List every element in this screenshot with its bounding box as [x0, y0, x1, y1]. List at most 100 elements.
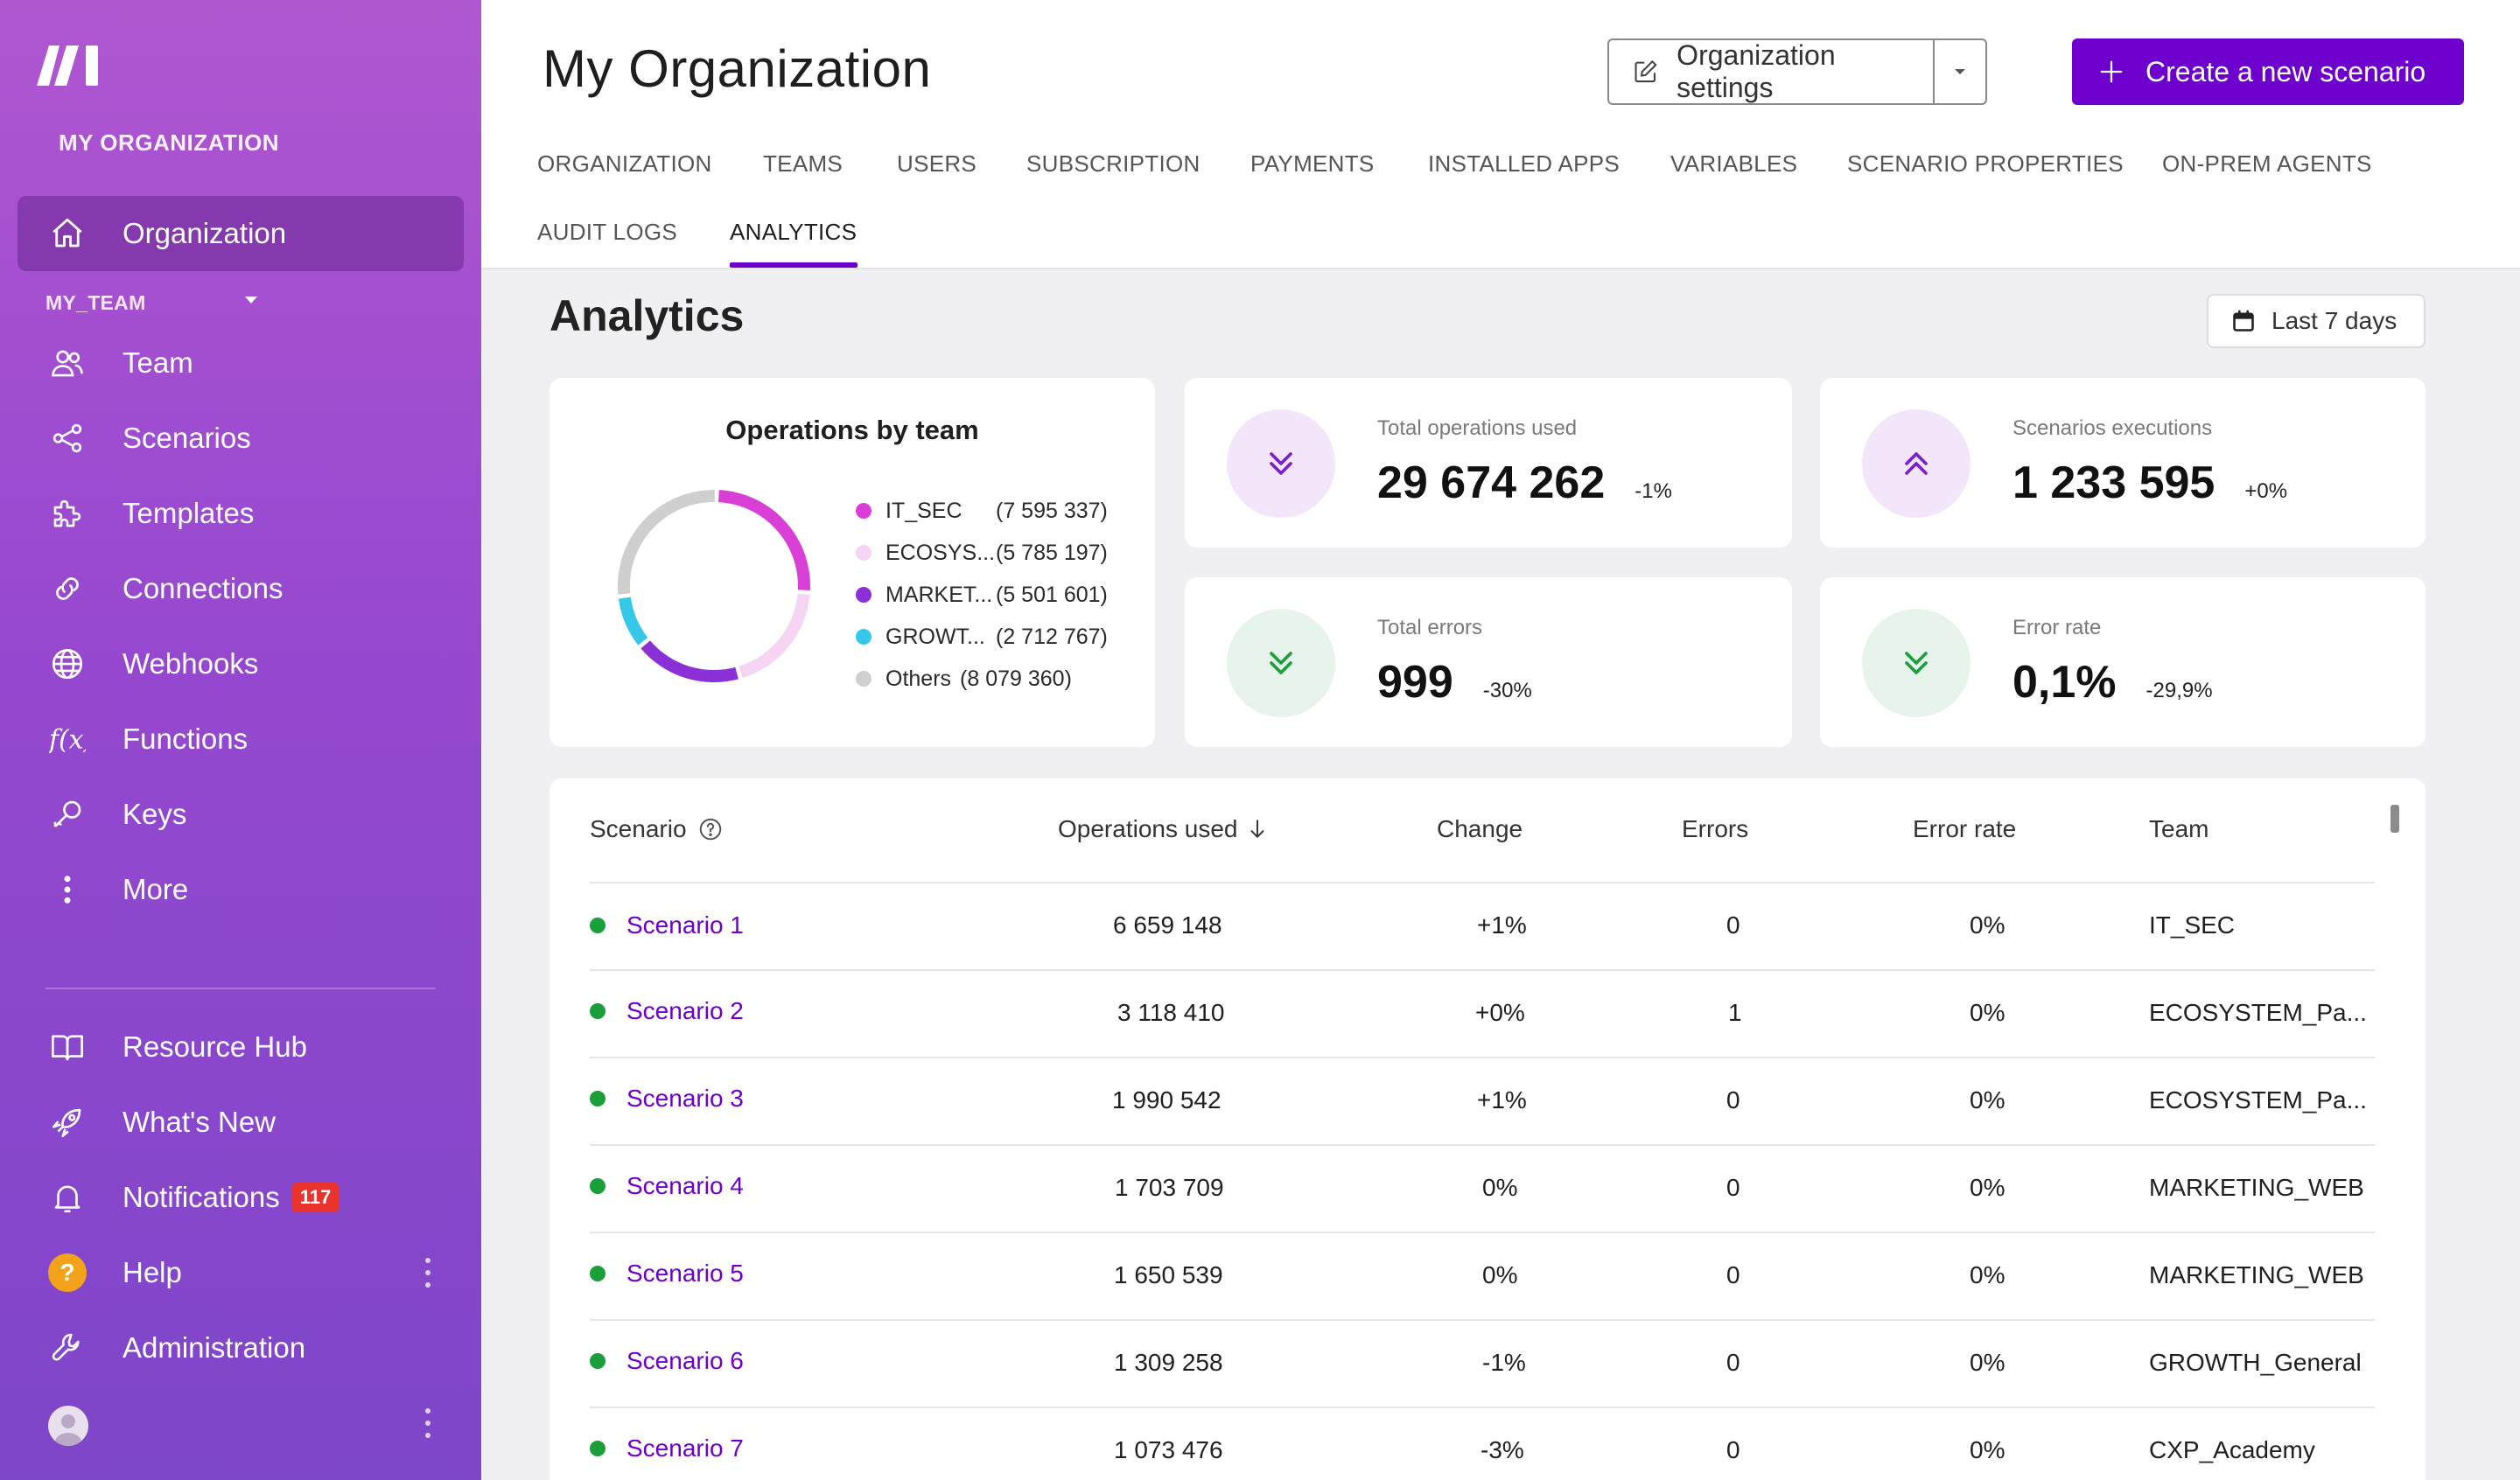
- errors-cell: 0: [1726, 1349, 1740, 1376]
- organization-settings-dropdown[interactable]: [1935, 66, 1985, 77]
- column-header-change[interactable]: Change: [1437, 815, 1522, 843]
- caret-down-icon[interactable]: [243, 294, 259, 306]
- tab-payments[interactable]: PAYMENTS: [1250, 150, 1375, 177]
- create-scenario-button[interactable]: Create a new scenario: [2072, 38, 2464, 105]
- sidebar-item-resource-hub[interactable]: Resource Hub: [18, 1009, 464, 1085]
- column-header-error-rate[interactable]: Error rate: [1913, 815, 2016, 843]
- status-active-icon: [590, 1003, 606, 1019]
- sidebar-item-scenarios[interactable]: Scenarios: [18, 401, 464, 476]
- legend-item-it-sec[interactable]: IT_SEC (7 595 337): [856, 490, 1108, 532]
- active-tab-indicator: [730, 262, 858, 268]
- help-circle-icon[interactable]: [697, 816, 724, 842]
- organization-settings-button[interactable]: Organization settings: [1609, 39, 1935, 103]
- sidebar-item-keys[interactable]: Keys: [18, 777, 464, 852]
- header-divider: [590, 882, 2375, 883]
- account-more-options-icon[interactable]: [424, 1408, 432, 1438]
- column-header-team[interactable]: Team: [2149, 815, 2208, 843]
- legend-item-marketing[interactable]: MARKET... (5 501 601): [856, 574, 1108, 616]
- sidebar-item-organization[interactable]: Organization: [18, 196, 464, 271]
- status-active-icon: [590, 1178, 606, 1194]
- kpi-value: 999 -30%: [1377, 656, 1532, 709]
- team-selector-label[interactable]: MY_TEAM: [46, 291, 146, 314]
- sidebar-item-help[interactable]: ? Help: [18, 1235, 464, 1310]
- column-header-scenario[interactable]: Scenario: [590, 815, 724, 843]
- tab-on-prem-agents[interactable]: ON-PREM AGENTS: [2162, 150, 2372, 177]
- team-cell: MARKETING_WEB: [2149, 1174, 2364, 1201]
- sidebar: MY ORGANIZATION Organization MY_TEAM Tea…: [0, 0, 481, 1480]
- trend-down-icon: [1862, 609, 1970, 717]
- team-cell: ECOSYSTEM_Pa...: [2149, 999, 2367, 1026]
- column-header-label: Team: [2149, 815, 2209, 842]
- kpi-card-scenario-executions: Scenarios executions 1 233 595 +0%: [1820, 378, 2426, 548]
- scenario-link[interactable]: Scenario 7: [590, 1435, 744, 1463]
- scenario-link[interactable]: Scenario 6: [590, 1347, 744, 1375]
- sidebar-item-functions[interactable]: f(x) Functions: [18, 702, 464, 777]
- sidebar-item-administration[interactable]: Administration: [18, 1310, 464, 1386]
- link-icon: [47, 569, 88, 609]
- tab-scenario-properties[interactable]: SCENARIO PROPERTIES: [1847, 150, 2124, 177]
- scenario-link[interactable]: Scenario 4: [590, 1172, 744, 1200]
- tab-users[interactable]: USERS: [897, 150, 977, 177]
- donut-segment-others[interactable]: [618, 490, 715, 595]
- donut-segment-market[interactable]: [640, 640, 738, 682]
- help-icon: ?: [47, 1253, 88, 1293]
- sidebar-item-webhooks[interactable]: Webhooks: [18, 626, 464, 702]
- tab-subscription[interactable]: SUBSCRIPTION: [1026, 150, 1200, 177]
- sidebar-item-whats-new[interactable]: What's New: [18, 1085, 464, 1160]
- table-scrollbar[interactable]: [2390, 805, 2399, 833]
- kpi-value: 0,1% -29,9%: [2012, 656, 2213, 709]
- errors-cell: 1: [1728, 999, 1742, 1026]
- more-vertical-icon: [47, 869, 88, 910]
- calendar-icon: [2233, 310, 2254, 332]
- legend-item-others[interactable]: Others (8 079 360): [856, 658, 1108, 700]
- column-header-operations[interactable]: Operations used: [1058, 815, 1269, 843]
- donut-segment-itsec[interactable]: [718, 490, 810, 590]
- book-icon: [47, 1027, 88, 1067]
- column-header-label: Operations used: [1058, 815, 1238, 842]
- date-range-button[interactable]: Last 7 days: [2207, 294, 2426, 348]
- sidebar-item-label: Administration: [122, 1331, 306, 1364]
- trend-up-icon: [1862, 409, 1970, 518]
- row-divider: [590, 1057, 2375, 1058]
- tab-teams[interactable]: TEAMS: [763, 150, 844, 177]
- user-avatar[interactable]: [48, 1406, 88, 1446]
- scenario-link[interactable]: Scenario 1: [590, 911, 744, 939]
- column-header-errors[interactable]: Errors: [1682, 815, 1748, 843]
- error-rate-cell: 0%: [1970, 1261, 2006, 1288]
- operations-by-team-card: Operations by team IT_SEC (7 595 337) EC…: [550, 378, 1155, 747]
- make-logo-icon[interactable]: [35, 42, 105, 87]
- donut-segment-growt[interactable]: [618, 597, 648, 646]
- tab-organization[interactable]: ORGANIZATION: [537, 150, 712, 177]
- scenario-link[interactable]: Scenario 3: [590, 1085, 744, 1113]
- sidebar-item-label: Connections: [122, 572, 284, 604]
- section-title: Analytics: [550, 291, 745, 340]
- legend-name: Others: [886, 666, 952, 691]
- donut-segment-ecosys[interactable]: [738, 593, 810, 679]
- scenario-link[interactable]: Scenario 5: [590, 1260, 744, 1288]
- tab-installed-apps[interactable]: INSTALLED APPS: [1428, 150, 1620, 177]
- sidebar-item-more[interactable]: More: [18, 852, 464, 927]
- legend-item-growth[interactable]: GROWT... (2 712 767): [856, 616, 1108, 658]
- notifications-count-badge: 117: [291, 1183, 340, 1212]
- legend-swatch-others: [856, 671, 872, 687]
- sidebar-item-notifications[interactable]: Notifications 117: [18, 1160, 464, 1235]
- scenario-link[interactable]: Scenario 2: [590, 997, 744, 1025]
- tab-variables[interactable]: VARIABLES: [1670, 150, 1798, 177]
- status-active-icon: [590, 918, 606, 933]
- caret-down-icon: [1955, 69, 1965, 74]
- tab-audit-logs[interactable]: AUDIT LOGS: [537, 219, 678, 245]
- error-rate-cell: 0%: [1970, 911, 2006, 939]
- row-divider: [590, 1144, 2375, 1146]
- help-more-options-icon[interactable]: [424, 1258, 432, 1288]
- tab-analytics[interactable]: ANALYTICS: [730, 219, 858, 245]
- row-divider: [590, 1319, 2375, 1321]
- sidebar-item-connections[interactable]: Connections: [18, 551, 464, 626]
- sidebar-item-team[interactable]: Team: [18, 325, 464, 401]
- legend-name: MARKET...: [886, 582, 993, 607]
- legend-name: GROWT...: [886, 624, 985, 649]
- legend-item-ecosystem[interactable]: ECOSYS... (5 785 197): [856, 532, 1108, 574]
- organization-name-label: MY ORGANIZATION: [59, 129, 280, 156]
- sidebar-item-templates[interactable]: Templates: [18, 476, 464, 551]
- edit-icon: [1634, 60, 1657, 83]
- column-header-label: Change: [1437, 815, 1523, 842]
